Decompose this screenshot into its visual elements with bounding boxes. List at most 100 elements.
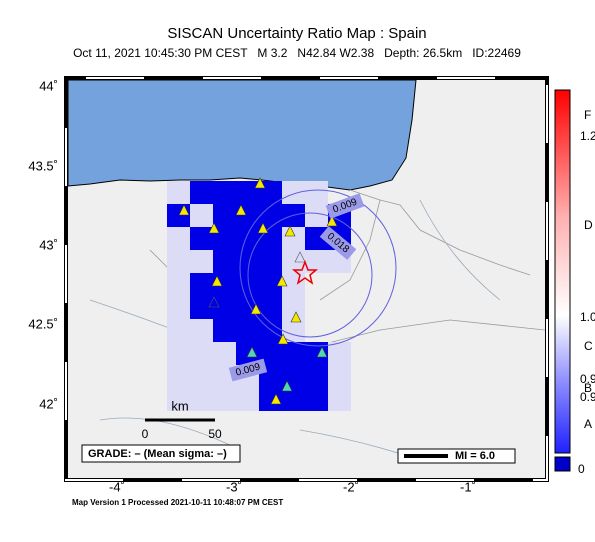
contour [239,189,397,347]
grid-cell [213,204,236,227]
grid-cell [259,250,282,273]
grid-cell [236,319,259,342]
sea [68,80,417,191]
grid-cell [167,204,190,227]
grade-box [81,444,241,463]
map-area: 0.009 0.018 0.009 km 0 50 GRADE: – (Mean… [68,80,545,478]
grid-cell [213,296,236,319]
grid-cell [259,204,282,227]
frame-ticks [65,77,548,481]
grid-cell [190,250,213,273]
grid-cell [213,273,236,296]
footer: Map Version 1 Processed 2021-10-11 10:48… [72,498,283,507]
colorbar-label: B [584,381,592,395]
contour-label: 0.009 [228,358,268,382]
grid-cell [328,365,351,388]
grid-cell [282,227,305,250]
station [178,204,190,216]
station [277,333,289,345]
grid-cell [167,181,190,204]
grid-cell [259,273,282,296]
grid-cell [236,342,259,365]
grid-cell [167,319,190,342]
station [235,204,247,216]
grade-text: GRADE: – (Mean sigma: –) [88,448,227,460]
grid-cell [236,388,259,411]
epicenter [291,259,319,285]
station [284,225,296,237]
lat-label: 44˚ [39,78,58,93]
grid-cell [190,227,213,250]
grid-cell [282,181,305,204]
contour-label: 0.009 [325,193,365,219]
grid-cell [259,181,282,204]
grid-cell [190,296,213,319]
station [290,311,302,323]
lat-label: 42˚ [39,396,58,411]
grid-cell [167,227,190,250]
grid-cell [190,204,213,227]
station [326,215,338,227]
station [281,380,293,392]
colorbar-base [554,456,571,472]
grid-cell [190,319,213,342]
colorbar-label: D [584,218,593,232]
lat-label: 43.5˚ [28,158,58,173]
station [316,346,328,358]
subtitle: Oct 11, 2021 10:45:30 PM CEST M 3.2 N42.… [73,46,521,60]
grid-cell [259,388,282,411]
lon-label: -3˚ [226,479,242,494]
station [270,393,282,405]
scale-start: 0 [142,427,149,441]
station [208,296,220,308]
grid-cell [305,181,328,204]
colorbar-label: A [584,417,592,431]
grid-cell [259,342,282,365]
grid-cell [167,342,190,365]
station [294,251,306,263]
lat-label: 42.5˚ [28,316,58,331]
colorbar-label: 0 [578,462,585,476]
colorbar-label: 0.9 [580,390,595,404]
grid-cell [305,204,328,227]
lon-label: -1˚ [460,479,476,494]
grid-cell [213,388,236,411]
grid-cell [190,388,213,411]
grid-cell [282,250,305,273]
station [246,346,258,358]
station [257,222,269,234]
station [276,275,288,287]
grid-cell [190,342,213,365]
grid-cell [167,273,190,296]
rivers [89,199,501,461]
grid-cells [167,181,351,411]
grid-cell [305,250,328,273]
colorbar-label: F [584,108,591,122]
lon-label: -4˚ [109,479,125,494]
lat-label: 43˚ [39,237,58,252]
grid-cell [167,250,190,273]
grid-cell [305,365,328,388]
scale-unit: km [171,398,188,413]
grid-cell [236,250,259,273]
grid-cell [236,181,259,204]
grid-cell [167,388,190,411]
grid-cell [213,181,236,204]
station [208,222,220,234]
grid-cell [328,388,351,411]
legend-text: MI = 6.0 [455,450,495,462]
colorbar-label: 1.0 [580,310,595,324]
station [211,275,223,287]
colorbar-label: 1.2 [580,129,595,143]
grid-cell [305,388,328,411]
scale-end: 50 [208,427,222,441]
lon-label: -2˚ [343,479,359,494]
colorbar [554,89,571,454]
grid-cell [190,365,213,388]
station [254,177,266,189]
title: SISCAN Uncertainty Ratio Map : Spain [167,25,426,42]
grid-cell [213,319,236,342]
grid-cell [236,227,259,250]
